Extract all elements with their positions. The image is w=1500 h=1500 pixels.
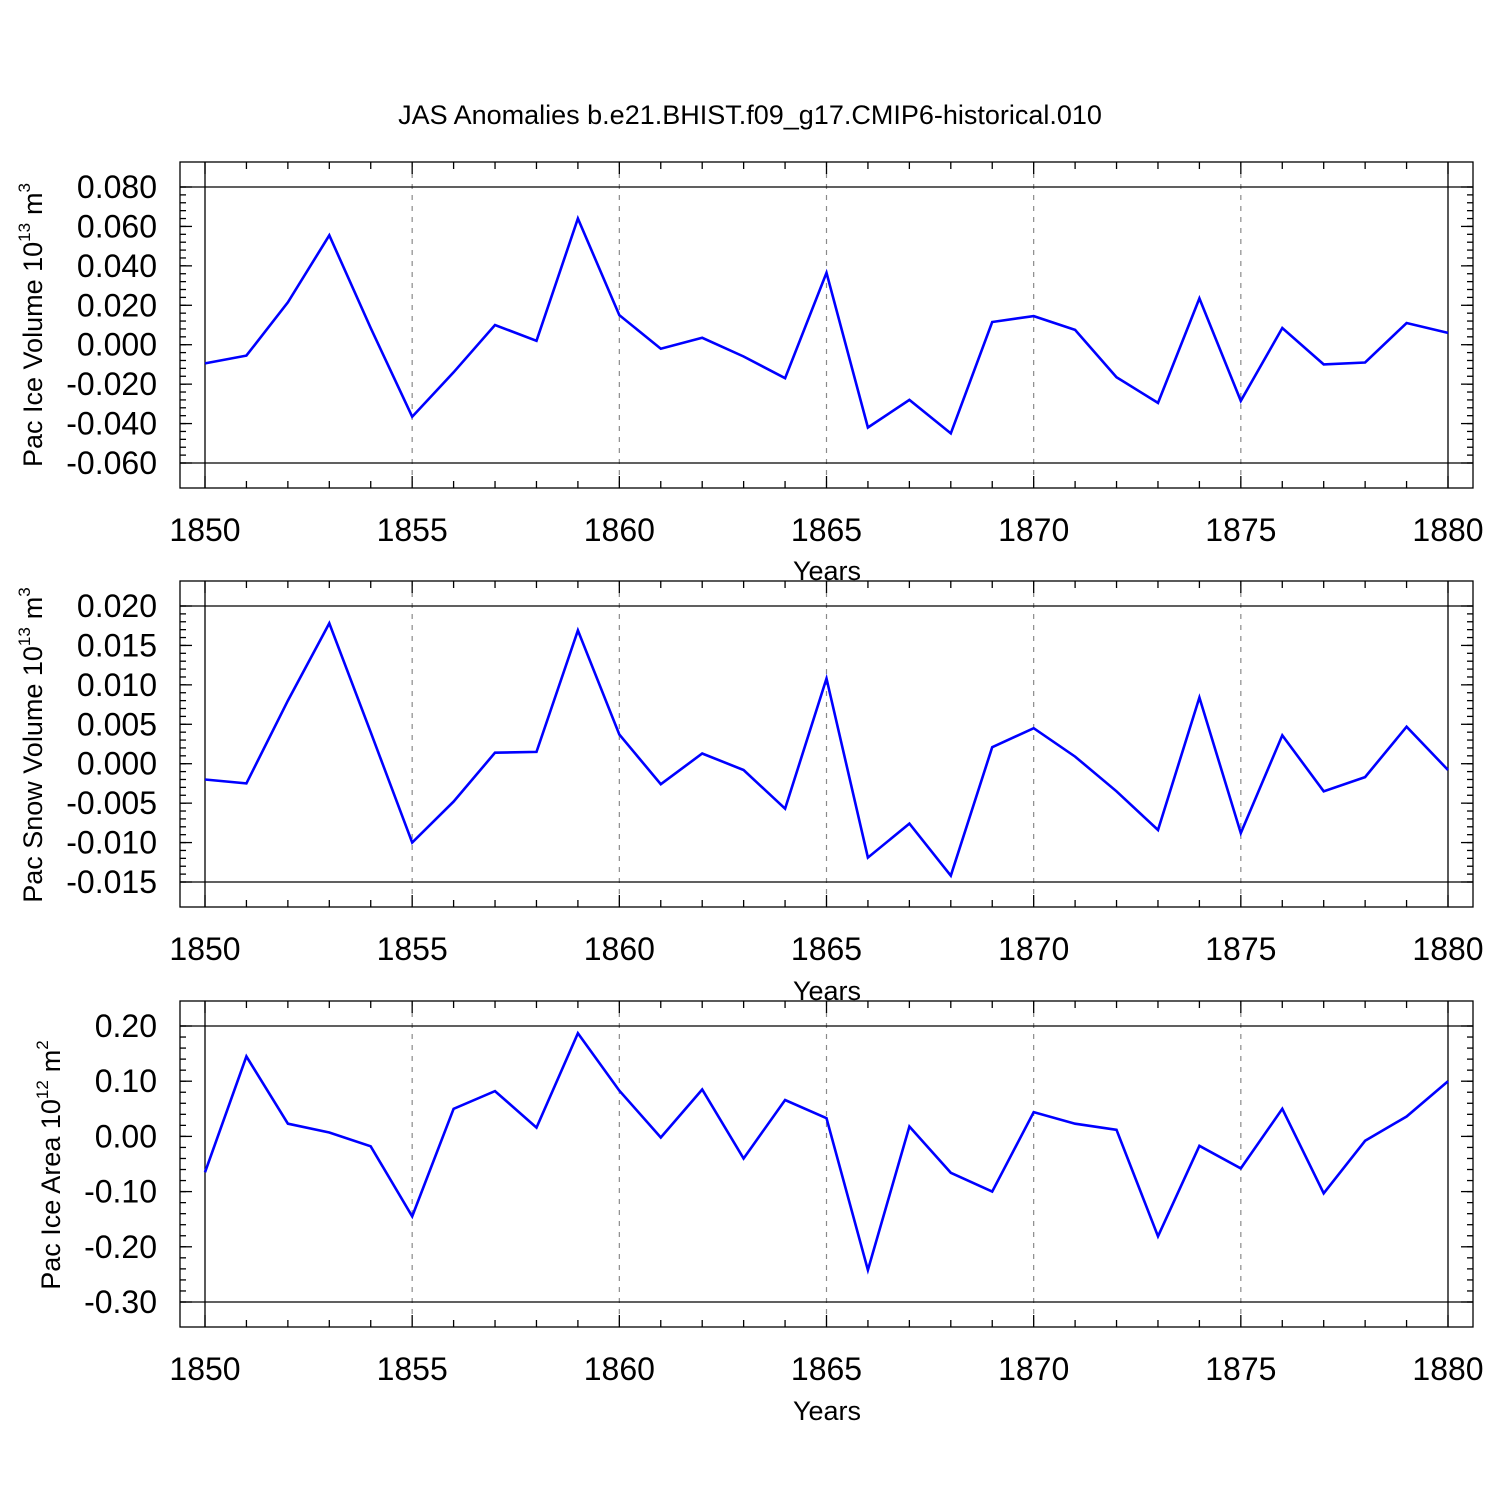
y-tick-label: -0.020 bbox=[66, 366, 157, 402]
plot-area bbox=[179, 1000, 1474, 1328]
x-tick-label: 1880 bbox=[1412, 512, 1483, 548]
y-axis-title-exponent: 13 bbox=[15, 223, 34, 242]
x-tick-label: 1860 bbox=[584, 512, 655, 548]
y-tick-label: -0.040 bbox=[66, 406, 157, 442]
x-tick-label: 1880 bbox=[1412, 931, 1483, 967]
y-tick-label: 0.20 bbox=[95, 1008, 157, 1044]
y-tick-label: 0.000 bbox=[77, 746, 157, 782]
y-tick-label: -0.10 bbox=[84, 1174, 157, 1210]
x-axis-title: Years bbox=[793, 1396, 861, 1426]
y-axis-title-unit-exponent: 2 bbox=[33, 1040, 52, 1049]
y-tick-label: 0.060 bbox=[77, 208, 157, 244]
x-tick-label: 1875 bbox=[1205, 931, 1276, 967]
y-axis-title-exponent: 13 bbox=[15, 627, 34, 646]
y-tick-label: 0.040 bbox=[77, 248, 157, 284]
x-tick-label: 1865 bbox=[791, 931, 862, 967]
x-tick-label: 1850 bbox=[169, 931, 240, 967]
x-tick-label: 1860 bbox=[584, 1351, 655, 1387]
y-axis-title-text: Pac Snow Volume 10 bbox=[18, 646, 48, 903]
y-tick-label: 0.020 bbox=[77, 588, 157, 624]
x-tick-label: 1860 bbox=[584, 931, 655, 967]
x-tick-label: 1865 bbox=[791, 1351, 862, 1387]
x-tick-label: 1850 bbox=[169, 512, 240, 548]
y-axis-title-exponent: 12 bbox=[33, 1080, 52, 1099]
y-tick-label: -0.005 bbox=[66, 785, 157, 821]
y-axis-title: Pac Snow Volume 1013 m3 bbox=[15, 587, 48, 903]
panel-snow-volume: Pac Snow Volume 1013m3 Years -0.015-0.01… bbox=[15, 580, 1484, 1006]
y-axis-title-unit-exponent: 3 bbox=[15, 183, 34, 192]
x-tick-label: 1865 bbox=[791, 512, 862, 548]
series-line bbox=[204, 620, 1449, 879]
series-line bbox=[203, 1030, 1449, 1275]
y-tick-label: 0.020 bbox=[77, 287, 157, 323]
y-axis-title-text: Pac Ice Volume 10 bbox=[18, 242, 48, 467]
panel-ice-area: Pac Ice Area 1012 m2 Years -0.30 -0.20 -0.1… bbox=[33, 1000, 1484, 1426]
y-tick-label: -0.30 bbox=[84, 1284, 157, 1320]
y-tick-label: 0.010 bbox=[77, 667, 157, 703]
x-tick-label: 1880 bbox=[1412, 1351, 1483, 1387]
plot-area bbox=[179, 580, 1474, 908]
x-tick-label: 1855 bbox=[377, 512, 448, 548]
x-tick-label: 1855 bbox=[377, 1351, 448, 1387]
y-axis-title-unit: m bbox=[18, 192, 48, 215]
panel-ice-volume: Pac Ice Volume 1013m3 Years -0.060-0.040… bbox=[15, 161, 1484, 586]
y-tick-label: 0.000 bbox=[77, 327, 157, 363]
y-tick-label: 0.10 bbox=[95, 1063, 157, 1099]
x-tick-label: 1870 bbox=[998, 512, 1069, 548]
y-axis-title-text: Pac Ice Area 10 bbox=[36, 1099, 66, 1290]
y-tick-label: 0.005 bbox=[77, 706, 157, 742]
series-line bbox=[204, 214, 1449, 436]
y-tick-label: 0.00 bbox=[95, 1118, 157, 1154]
x-tick-label: 1850 bbox=[169, 1351, 240, 1387]
y-tick-label: -0.060 bbox=[66, 445, 157, 481]
y-tick-label: 0.080 bbox=[77, 169, 157, 205]
x-tick-label: 1870 bbox=[998, 931, 1069, 967]
y-tick-label: -0.010 bbox=[66, 825, 157, 861]
y-axis-title: Pac Ice Volume 1013 m3 bbox=[15, 183, 48, 467]
x-tick-label: 1870 bbox=[998, 1351, 1069, 1387]
x-tick-label: 1855 bbox=[377, 931, 448, 967]
y-axis-title-unit-exponent: 3 bbox=[15, 587, 34, 596]
x-tick-label: 1875 bbox=[1205, 512, 1276, 548]
figure-title: JAS Anomalies b.e21.BHIST.f09_g17.CMIP6-… bbox=[398, 100, 1102, 130]
y-tick-label: -0.20 bbox=[84, 1229, 157, 1265]
y-axis-title-unit: m bbox=[36, 1050, 66, 1073]
y-axis-title-unit: m bbox=[18, 597, 48, 620]
plot-area bbox=[179, 161, 1474, 489]
y-tick-label: -0.015 bbox=[66, 864, 157, 900]
y-tick-label: 0.015 bbox=[77, 627, 157, 663]
x-tick-label: 1875 bbox=[1205, 1351, 1276, 1387]
y-axis-title: Pac Ice Area 1012 m2 bbox=[33, 1040, 66, 1290]
